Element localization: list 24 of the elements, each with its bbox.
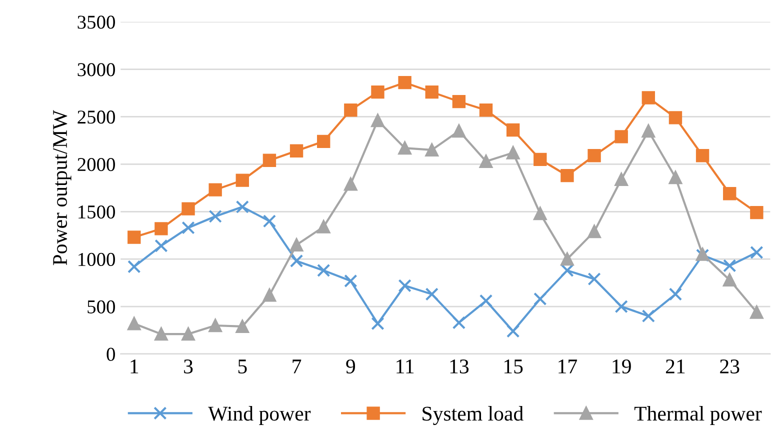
x-tick-label: 3: [184, 359, 193, 374]
x-tick-label: 19: [612, 359, 631, 374]
legend-label: Wind power: [208, 406, 311, 425]
y-tick-label: 500: [88, 300, 115, 314]
x-tick-label: 9: [346, 359, 356, 374]
x-tick-label: 7: [292, 360, 302, 374]
y-tick-label: 2500: [78, 110, 115, 124]
x-tick-label: 17: [558, 360, 578, 374]
y-tick-label: 3500: [78, 16, 115, 29]
y-tick-label: 1500: [78, 205, 115, 219]
y-tick-label: 0: [106, 348, 115, 361]
x-tick-label: 11: [396, 360, 414, 374]
legend-label: System load: [422, 406, 524, 426]
x-tick-label: 21: [666, 359, 685, 374]
y-tick-label: 2000: [78, 158, 115, 172]
x-tick-label: 13: [450, 359, 469, 374]
legend-label: Thermal power: [634, 406, 762, 425]
y-tick-label: 3000: [78, 63, 115, 76]
x-tick-label: 1: [130, 360, 138, 374]
x-tick-label: 23: [720, 359, 740, 374]
x-tick-label: 5: [238, 360, 247, 374]
x-tick-label: 15: [504, 360, 523, 374]
y-axis-title: Power output/MW: [53, 110, 72, 266]
y-tick-label: 1000: [78, 252, 115, 266]
